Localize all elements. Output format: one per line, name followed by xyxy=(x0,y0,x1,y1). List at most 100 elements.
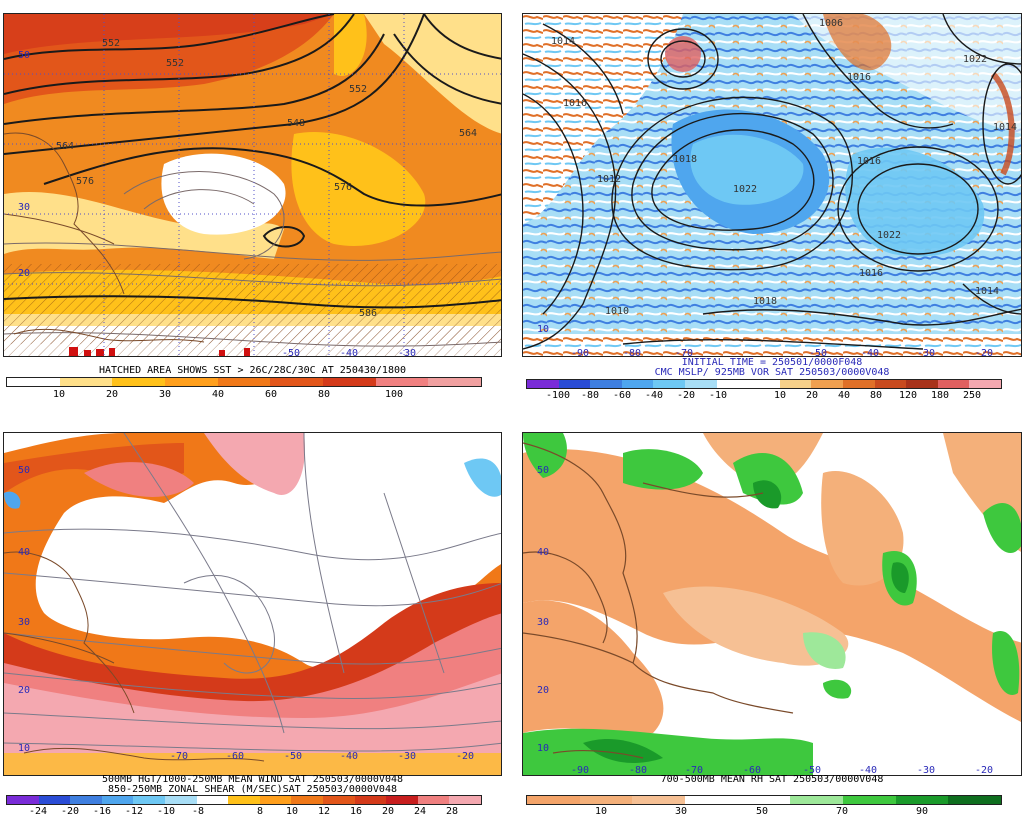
mslp-isobar-label: 1016 xyxy=(857,156,881,167)
rh-lat-label: 10 xyxy=(537,743,549,754)
shear-tick: -10 xyxy=(156,806,176,817)
sst-contour-label: 576 xyxy=(76,176,94,187)
sst-colorbar-ticks: 10 20 30 40 60 80 100 xyxy=(6,389,482,401)
sst-map-graphic: 552 552 552 564 564 576 576 586 548 50 3… xyxy=(4,14,501,357)
mslp-tick: -40 xyxy=(644,390,664,401)
rh-tick: 10 xyxy=(594,806,608,817)
rh-tick: 70 xyxy=(835,806,849,817)
rh-map: 50 40 30 20 10 -90 -80 -70 -60 -50 -40 -… xyxy=(522,432,1022,776)
mslp-lon-label: -90 xyxy=(571,348,589,357)
mslp-tick: 20 xyxy=(805,390,819,401)
shear-tick: 16 xyxy=(349,806,363,817)
mslp-tick: -80 xyxy=(580,390,600,401)
rh-lon-label: -30 xyxy=(917,765,935,776)
rh-lon-label: -60 xyxy=(743,765,761,776)
sst-tick: 20 xyxy=(105,389,119,400)
mslp-isobar-label: 1018 xyxy=(673,154,697,165)
shear-colorbar-ticks: -24 -20 -16 -12 -10 -8 8 10 12 16 20 24 … xyxy=(6,806,482,818)
mslp-isobar-label: 1014 xyxy=(551,36,575,47)
rh-colorbar xyxy=(526,795,1002,805)
shear-lon-label: -30 xyxy=(398,751,416,762)
shear-tick: 24 xyxy=(413,806,427,817)
sst-lat-label: 20 xyxy=(18,268,30,279)
sst-map: 552 552 552 564 564 576 576 586 548 50 3… xyxy=(3,13,502,357)
sst-contour-label: 586 xyxy=(359,308,377,319)
rh-tick: 90 xyxy=(915,806,929,817)
shear-lat-label: 10 xyxy=(18,743,30,754)
mslp-tick: -10 xyxy=(708,390,728,401)
shear-tick: 20 xyxy=(381,806,395,817)
shear-tick: 28 xyxy=(445,806,459,817)
rh-lon-label: -50 xyxy=(803,765,821,776)
rh-lat-label: 20 xyxy=(537,685,549,696)
mslp-tick: 80 xyxy=(869,390,883,401)
rh-caption: 700-500MB MEAN RH SAT 250503/0000V048 xyxy=(660,774,884,785)
mslp-isobar-label: 1016 xyxy=(563,98,587,109)
mslp-isobar-label: 1022 xyxy=(963,54,987,65)
mslp-isobar-label: 1010 xyxy=(605,306,629,317)
mslp-caption-initial: INITIAL TIME = 250501/0000F048 xyxy=(681,357,863,368)
rh-lon-label: -40 xyxy=(859,765,877,776)
shear-caption: 850-250MB ZONAL SHEAR (M/SEC)SAT 250503/… xyxy=(108,784,397,795)
mslp-lon-label: -30 xyxy=(917,348,935,357)
shear-tick: 12 xyxy=(317,806,331,817)
sst-contour-label: 548 xyxy=(287,118,305,129)
shear-tick: 8 xyxy=(256,806,264,817)
shear-tick: -24 xyxy=(28,806,48,817)
rh-tick: 50 xyxy=(755,806,769,817)
rh-lat-label: 40 xyxy=(537,547,549,558)
mslp-isobar-label: 1018 xyxy=(753,296,777,307)
mslp-lat-label: 10 xyxy=(537,324,549,335)
rh-lon-label: -70 xyxy=(685,765,703,776)
mslp-tick: -60 xyxy=(612,390,632,401)
sst-lat-label: 30 xyxy=(18,202,30,213)
sst-lat-label: 50 xyxy=(18,50,30,61)
shear-tick: -16 xyxy=(92,806,112,817)
sst-lon-label: -30 xyxy=(398,348,416,357)
sst-contour-label: 576 xyxy=(334,182,352,193)
mslp-colorbar xyxy=(526,379,1002,389)
mslp-isobar-label: 1022 xyxy=(877,230,901,241)
mslp-isobar-label: 1014 xyxy=(975,286,999,297)
shear-map-graphic: 50 40 30 20 10 -70 -60 -50 -40 -30 -20 xyxy=(4,433,501,775)
mslp-isobar-label: 1012 xyxy=(597,174,621,185)
mslp-tick: 180 xyxy=(930,390,950,401)
sst-contour-label: 552 xyxy=(166,58,184,69)
mslp-tick: 120 xyxy=(898,390,918,401)
mslp-isobar-label: 1006 xyxy=(819,18,843,29)
shear-lon-label: -70 xyxy=(170,751,188,762)
rh-colorbar-ticks: 10 30 50 70 90 xyxy=(526,806,1002,818)
shear-lon-label: -40 xyxy=(340,751,358,762)
sst-tick: 100 xyxy=(384,389,404,400)
mslp-isobar-label: 1014 xyxy=(993,122,1017,133)
mslp-tick: -20 xyxy=(676,390,696,401)
mslp-isobar-label: 1016 xyxy=(859,268,883,279)
shear-tick: -12 xyxy=(124,806,144,817)
mslp-isobar-label: 1022 xyxy=(733,184,757,195)
mslp-lon-label: -40 xyxy=(861,348,879,357)
sst-lon-label: -50 xyxy=(282,348,300,357)
rh-map-graphic: 50 40 30 20 10 -90 -80 -70 -60 -50 -40 -… xyxy=(523,433,1021,776)
sst-contour-label: 552 xyxy=(349,84,367,95)
rh-lat-label: 50 xyxy=(537,465,549,476)
mslp-lon-label: -80 xyxy=(623,348,641,357)
mslp-lon-label: -50 xyxy=(809,348,827,357)
shear-lat-label: 40 xyxy=(18,547,30,558)
shear-map: 50 40 30 20 10 -70 -60 -50 -40 -30 -20 xyxy=(3,432,502,776)
shear-lat-label: 30 xyxy=(18,617,30,628)
rh-lat-label: 30 xyxy=(537,617,549,628)
shear-colorbar xyxy=(6,795,482,805)
sst-colorbar xyxy=(6,377,482,387)
shear-lat-label: 50 xyxy=(18,465,30,476)
mslp-map: 1014 1016 1006 1022 1016 1018 1014 1016 … xyxy=(522,13,1022,357)
shear-tick: -20 xyxy=(60,806,80,817)
shear-lon-label: -60 xyxy=(226,751,244,762)
shear-lon-label: -20 xyxy=(456,751,474,762)
sst-lon-label: -40 xyxy=(340,348,358,357)
mslp-caption: CMC MSLP/ 925MB VOR SAT 250503/0000V048 xyxy=(654,367,890,378)
sst-tick: 30 xyxy=(158,389,172,400)
sst-contour-label: 552 xyxy=(102,38,120,49)
rh-tick: 30 xyxy=(674,806,688,817)
mslp-isobar-label: 1016 xyxy=(847,72,871,83)
mslp-lon-label: -70 xyxy=(675,348,693,357)
